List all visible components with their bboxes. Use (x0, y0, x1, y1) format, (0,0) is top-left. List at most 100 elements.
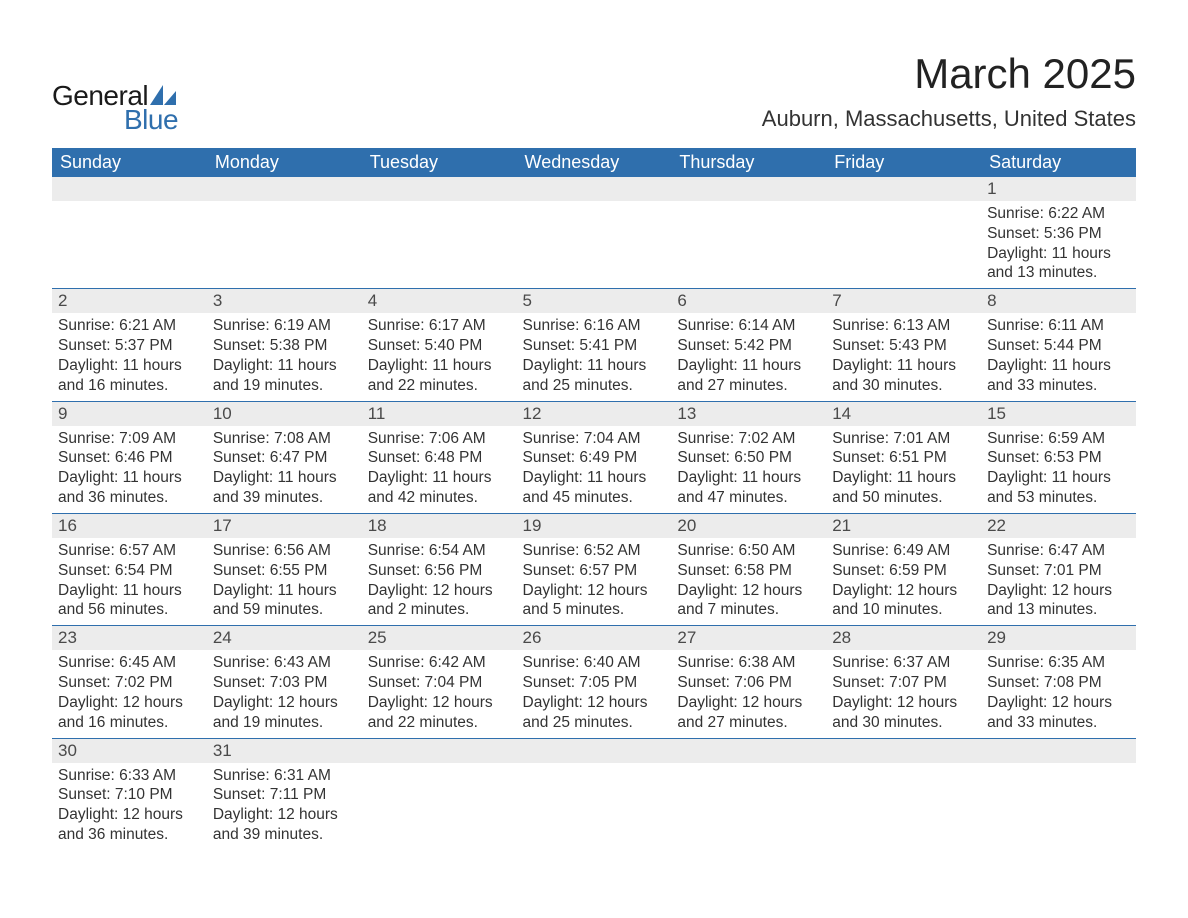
day-body: Sunrise: 6:16 AMSunset: 5:41 PMDaylight:… (517, 313, 672, 400)
calendar-cell: 17Sunrise: 6:56 AMSunset: 6:55 PMDayligh… (207, 513, 362, 625)
day-number-bar (207, 177, 362, 201)
day-header: Friday (826, 148, 981, 177)
daylight-line: Daylight: 12 hours and 25 minutes. (523, 693, 666, 733)
sunset-line: Sunset: 7:08 PM (987, 673, 1130, 693)
daylight-line: Daylight: 12 hours and 7 minutes. (677, 581, 820, 621)
day-number-bar (826, 739, 981, 763)
sunrise-line: Sunrise: 7:06 AM (368, 429, 511, 449)
sunrise-line: Sunrise: 6:49 AM (832, 541, 975, 561)
title-block: March 2025 Auburn, Massachusetts, United… (762, 50, 1136, 132)
sunrise-line: Sunrise: 6:47 AM (987, 541, 1130, 561)
sunset-line: Sunset: 7:04 PM (368, 673, 511, 693)
sunrise-line: Sunrise: 6:33 AM (58, 766, 201, 786)
calendar-cell: 3 Sunrise: 6:19 AMSunset: 5:38 PMDaylight… (207, 289, 362, 401)
sunset-line: Sunset: 7:10 PM (58, 785, 201, 805)
calendar-cell: 7Sunrise: 6:13 AMSunset: 5:43 PMDaylight… (826, 289, 981, 401)
day-body: Sunrise: 6:11 AMSunset: 5:44 PMDaylight:… (981, 313, 1136, 400)
daylight-line: Daylight: 11 hours and 59 minutes. (213, 581, 356, 621)
day-number-bar: 28 (826, 626, 981, 650)
calendar-cell: 27Sunrise: 6:38 AMSunset: 7:06 PMDayligh… (671, 626, 826, 738)
sunrise-line: Sunrise: 6:37 AM (832, 653, 975, 673)
sunset-line: Sunset: 5:36 PM (987, 224, 1130, 244)
day-number-bar (517, 739, 672, 763)
sunset-line: Sunset: 7:11 PM (213, 785, 356, 805)
daylight-line: Daylight: 12 hours and 36 minutes. (58, 805, 201, 845)
daylight-line: Daylight: 11 hours and 47 minutes. (677, 468, 820, 508)
daylight-line: Daylight: 12 hours and 2 minutes. (368, 581, 511, 621)
sunrise-line: Sunrise: 7:08 AM (213, 429, 356, 449)
sunrise-line: Sunrise: 7:01 AM (832, 429, 975, 449)
daylight-line: Daylight: 11 hours and 33 minutes. (987, 356, 1130, 396)
day-number-bar: 17 (207, 514, 362, 538)
calendar-cell: 24Sunrise: 6:43 AMSunset: 7:03 PMDayligh… (207, 626, 362, 738)
sunset-line: Sunset: 5:38 PM (213, 336, 356, 356)
day-body: Sunrise: 6:14 AMSunset: 5:42 PMDaylight:… (671, 313, 826, 400)
sunset-line: Sunset: 6:48 PM (368, 448, 511, 468)
sunrise-line: Sunrise: 6:11 AM (987, 316, 1130, 336)
sunrise-line: Sunrise: 6:43 AM (213, 653, 356, 673)
day-number-bar: 8 (981, 289, 1136, 313)
day-number-bar: 22 (981, 514, 1136, 538)
sunrise-line: Sunrise: 6:57 AM (58, 541, 201, 561)
day-body: Sunrise: 6:49 AMSunset: 6:59 PMDaylight:… (826, 538, 981, 625)
daylight-line: Daylight: 11 hours and 13 minutes. (987, 244, 1130, 284)
calendar-cell (517, 177, 672, 289)
daylight-line: Daylight: 11 hours and 42 minutes. (368, 468, 511, 508)
sunset-line: Sunset: 6:54 PM (58, 561, 201, 581)
day-number-bar: 21 (826, 514, 981, 538)
day-body: Sunrise: 6:37 AMSunset: 7:07 PMDaylight:… (826, 650, 981, 737)
day-number-bar: 23 (52, 626, 207, 650)
sunset-line: Sunset: 6:51 PM (832, 448, 975, 468)
calendar-cell: 10Sunrise: 7:08 AMSunset: 6:47 PMDayligh… (207, 401, 362, 513)
sunrise-line: Sunrise: 7:09 AM (58, 429, 201, 449)
daylight-line: Daylight: 12 hours and 16 minutes. (58, 693, 201, 733)
day-number-bar: 30 (52, 739, 207, 763)
calendar-cell: 22Sunrise: 6:47 AMSunset: 7:01 PMDayligh… (981, 513, 1136, 625)
day-number-bar: 3 (207, 289, 362, 313)
day-header: Tuesday (362, 148, 517, 177)
sunrise-line: Sunrise: 6:13 AM (832, 316, 975, 336)
day-number-bar: 7 (826, 289, 981, 313)
day-number-bar: 10 (207, 402, 362, 426)
sunset-line: Sunset: 5:43 PM (832, 336, 975, 356)
day-number-bar: 20 (671, 514, 826, 538)
calendar-cell (362, 177, 517, 289)
sunset-line: Sunset: 6:56 PM (368, 561, 511, 581)
day-body: Sunrise: 6:42 AMSunset: 7:04 PMDaylight:… (362, 650, 517, 737)
calendar-cell: 2Sunrise: 6:21 AMSunset: 5:37 PMDaylight… (52, 289, 207, 401)
daylight-line: Daylight: 11 hours and 19 minutes. (213, 356, 356, 396)
day-number-bar: 11 (362, 402, 517, 426)
sail-icon (150, 85, 176, 105)
day-number-bar (52, 177, 207, 201)
calendar-cell: 20Sunrise: 6:50 AMSunset: 6:58 PMDayligh… (671, 513, 826, 625)
day-number-bar: 13 (671, 402, 826, 426)
day-body: Sunrise: 6:38 AMSunset: 7:06 PMDaylight:… (671, 650, 826, 737)
calendar-cell: 29Sunrise: 6:35 AMSunset: 7:08 PMDayligh… (981, 626, 1136, 738)
day-body: Sunrise: 6:21 AMSunset: 5:37 PMDaylight:… (52, 313, 207, 400)
day-number-bar: 12 (517, 402, 672, 426)
calendar-cell (207, 177, 362, 289)
logo-text-blue: Blue (124, 104, 178, 136)
calendar-week: 16 Sunrise: 6:57 AMSunset: 6:54 PM Dayligh… (52, 513, 1136, 625)
daylight-line: Daylight: 12 hours and 5 minutes. (523, 581, 666, 621)
calendar-cell: 12Sunrise: 7:04 AMSunset: 6:49 PMDayligh… (517, 401, 672, 513)
day-body (207, 201, 362, 279)
day-body: Sunrise: 6:33 AMSunset: 7:10 PMDaylight:… (52, 763, 207, 850)
calendar-cell: 4Sunrise: 6:17 AMSunset: 5:40 PMDaylight… (362, 289, 517, 401)
daylight-line: Daylight: 11 hours and 45 minutes. (523, 468, 666, 508)
calendar-cell (362, 738, 517, 850)
day-body: Sunrise: 7:06 AMSunset: 6:48 PMDaylight:… (362, 426, 517, 513)
daylight-line: Daylight: 11 hours and 16 minutes. (58, 356, 201, 396)
day-number-bar: 16 (52, 514, 207, 538)
day-header: Thursday (671, 148, 826, 177)
calendar-cell: 15Sunrise: 6:59 AMSunset: 6:53 PMDayligh… (981, 401, 1136, 513)
sunrise-line: Sunrise: 6:38 AM (677, 653, 820, 673)
calendar-cell: 11Sunrise: 7:06 AMSunset: 6:48 PMDayligh… (362, 401, 517, 513)
calendar-cell: 13Sunrise: 7:02 AMSunset: 6:50 PMDayligh… (671, 401, 826, 513)
calendar-cell: 26Sunrise: 6:40 AMSunset: 7:05 PMDayligh… (517, 626, 672, 738)
sunrise-line: Sunrise: 6:19 AM (213, 316, 356, 336)
day-number-bar: 4 (362, 289, 517, 313)
day-body (362, 763, 517, 841)
day-body: Sunrise: 6:45 AMSunset: 7:02 PMDaylight:… (52, 650, 207, 737)
day-body: Sunrise: 6:47 AMSunset: 7:01 PMDaylight:… (981, 538, 1136, 625)
